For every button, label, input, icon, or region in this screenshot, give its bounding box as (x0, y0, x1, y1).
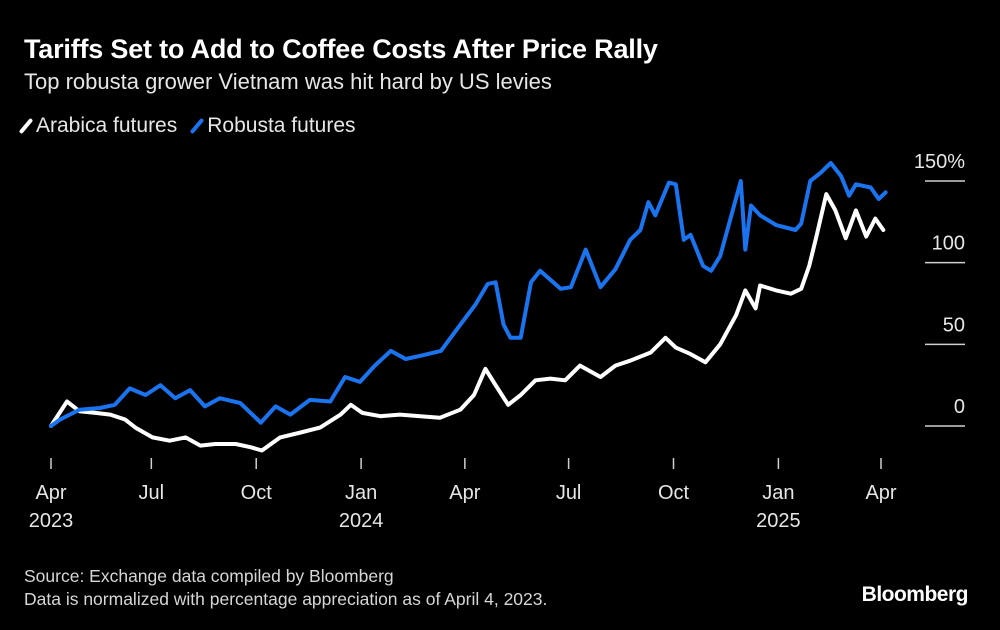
x-tick-label: Apr (865, 482, 896, 504)
x-tick-year-label: 2025 (756, 510, 801, 532)
x-tick-label: Apr (449, 482, 480, 504)
x-tick-label: Jul (556, 482, 582, 504)
x-tick-label: Apr (35, 482, 66, 504)
chart-title: Tariffs Set to Add to Coffee Costs After… (24, 34, 658, 64)
x-tick-label: Jan (762, 482, 794, 504)
y-tick-label: 100 (932, 233, 965, 255)
x-tick-year-label: 2024 (339, 510, 384, 532)
legend-item-robusta: Robusta futures (189, 114, 356, 138)
normalization-note: Data is normalized with percentage appre… (24, 589, 548, 609)
legend-label-robusta: Robusta futures (207, 114, 356, 137)
y-tick-label: 50 (943, 314, 965, 336)
arabica-futures-line (49, 192, 886, 453)
x-tick-label: Jul (139, 482, 165, 504)
line-chart: 150% 100 50 0 Apr 2023 Jul Oct Jan 2024 Apr Jul Oct J… (29, 151, 965, 532)
x-tick-label: Oct (658, 482, 690, 504)
footer: Source: Exchange data compiled by Bloomb… (24, 565, 547, 611)
legend-label-arabica: Arabica futures (36, 114, 178, 137)
y-tick-label: 0 (954, 396, 965, 418)
source-note: Source: Exchange data compiled by Bloomb… (24, 566, 394, 586)
legend: Arabica futures Robusta futures (18, 114, 356, 138)
chart-subtitle: Top robusta grower Vietnam was hit hard … (24, 69, 552, 94)
x-tick-label: Oct (241, 482, 273, 504)
x-tick-label: Jan (345, 482, 377, 504)
x-tick-year-label: 2023 (29, 510, 74, 532)
legend-item-arabica: Arabica futures (18, 114, 178, 138)
bloomberg-logo: Bloomberg (861, 583, 969, 606)
robusta-futures-line (49, 161, 888, 428)
y-tick-label: 150% (914, 151, 965, 173)
